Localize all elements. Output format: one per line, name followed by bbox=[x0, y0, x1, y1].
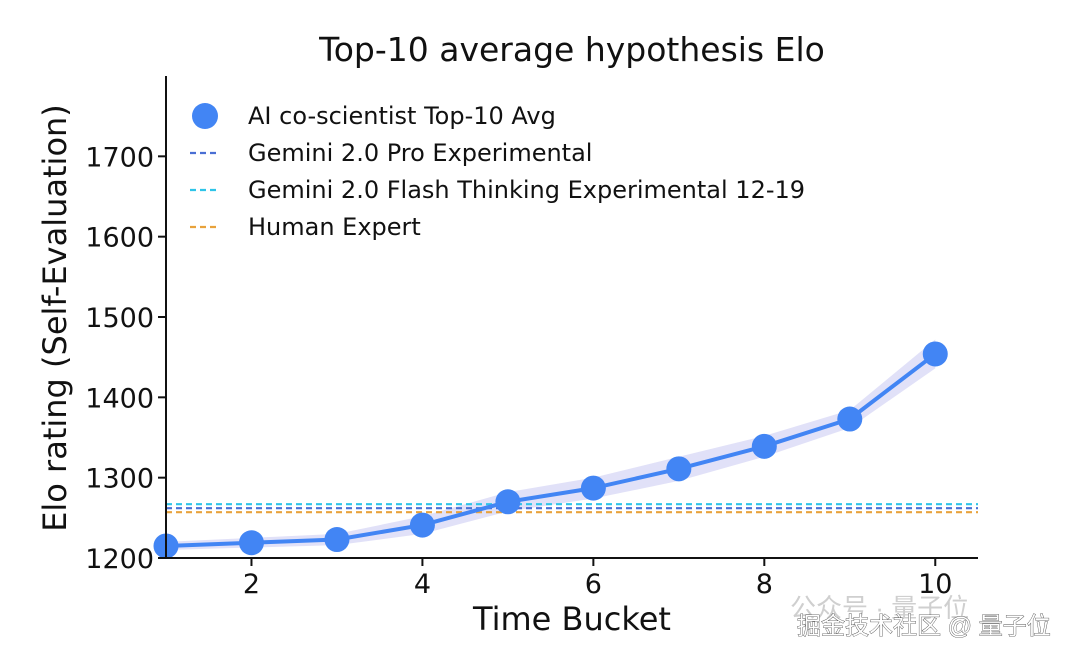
data-point-2 bbox=[238, 530, 264, 556]
series-lines bbox=[165, 352, 937, 548]
confidence-band bbox=[166, 339, 936, 550]
confidence-bands bbox=[166, 339, 936, 550]
watermark: 公众号 · 量子位 掘金技术社区 @ 量子位 bbox=[790, 593, 1051, 640]
y-tick-label-1500: 1500 bbox=[85, 303, 154, 334]
legend-label-1: AI co-scientist Top-10 Avg bbox=[248, 102, 556, 130]
x-tick-label-10: 10 bbox=[918, 569, 952, 600]
data-point-7 bbox=[666, 456, 692, 482]
reference-lines bbox=[166, 503, 978, 514]
y-axis-label: Elo rating (Self-Evaluation) bbox=[36, 104, 74, 532]
watermark-text: 掘金技术社区 @ 量子位 bbox=[797, 613, 1051, 640]
data-point-8 bbox=[751, 433, 777, 459]
data-point-5 bbox=[495, 489, 521, 515]
y-tick-label-1700: 1700 bbox=[85, 142, 154, 173]
data-point-6 bbox=[580, 475, 606, 501]
axes bbox=[158, 76, 978, 566]
legend-label-3: Gemini 2.0 Flash Thinking Experimental 1… bbox=[248, 176, 805, 204]
data-point-10 bbox=[922, 341, 948, 367]
legend-marker-1 bbox=[192, 103, 218, 129]
x-tick-label-8: 8 bbox=[756, 569, 773, 600]
series-markers bbox=[153, 341, 948, 559]
x-tick-label-4: 4 bbox=[414, 569, 431, 600]
data-point-3 bbox=[324, 527, 350, 553]
series-line bbox=[165, 352, 937, 548]
data-point-4 bbox=[409, 512, 435, 538]
watermark-faint-text: 公众号 · 量子位 bbox=[790, 593, 969, 623]
legend-label-4: Human Expert bbox=[248, 213, 421, 241]
x-tick-label-2: 2 bbox=[243, 569, 260, 600]
y-tick-label-1300: 1300 bbox=[85, 464, 154, 495]
x-tick-label-6: 6 bbox=[585, 569, 602, 600]
x-axis-label: Time Bucket bbox=[472, 600, 671, 638]
y-tick-label-1200: 1200 bbox=[85, 544, 154, 575]
y-tick-label-1600: 1600 bbox=[85, 223, 154, 254]
legend-label-2: Gemini 2.0 Pro Experimental bbox=[248, 139, 592, 167]
data-point-9 bbox=[837, 406, 863, 432]
chart-title: Top-10 average hypothesis Elo bbox=[318, 30, 825, 69]
tick-labels: 2 4 6 8 10 1200 1300 1400 1500 1600 1700 bbox=[85, 142, 952, 600]
y-tick-label-1400: 1400 bbox=[85, 383, 154, 414]
legend: AI co-scientist Top-10 Avg Gemini 2.0 Pro… bbox=[190, 102, 805, 241]
